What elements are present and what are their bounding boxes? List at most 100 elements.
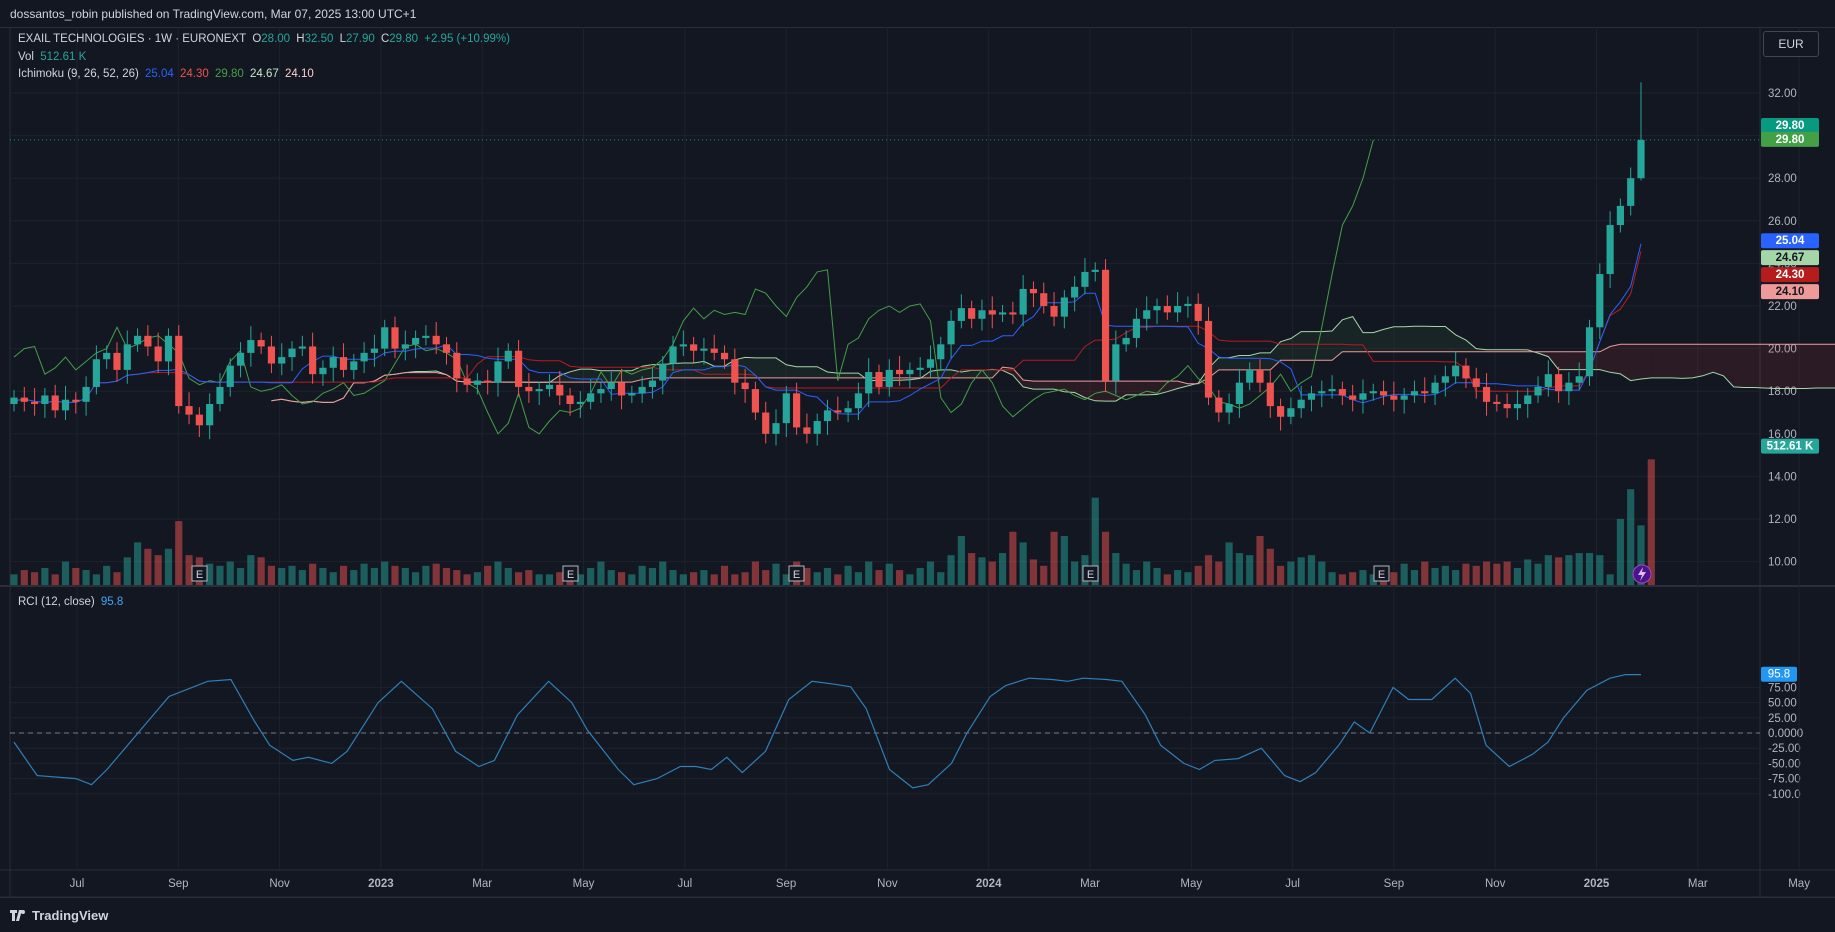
candle-body bbox=[1380, 391, 1387, 395]
ichimoku-cloud-segment bbox=[1425, 326, 1435, 352]
candle-body bbox=[1267, 383, 1274, 406]
rci-tick-label: 50.00 bbox=[1768, 698, 1797, 710]
volume-bar bbox=[628, 574, 635, 585]
low-value: 27.90 bbox=[346, 33, 375, 45]
change-value: +2.95 (+10.99%) bbox=[424, 33, 510, 45]
candle-body bbox=[1277, 406, 1284, 417]
candle-body bbox=[1081, 272, 1088, 287]
candle-body bbox=[433, 336, 440, 345]
candle-body bbox=[721, 353, 728, 359]
volume-bar bbox=[855, 572, 862, 585]
volume-bar bbox=[103, 566, 110, 585]
time-tick-label: 2023 bbox=[368, 878, 394, 890]
ichimoku-cloud-segment bbox=[1353, 317, 1363, 352]
volume-bar bbox=[536, 574, 543, 585]
candle-body bbox=[1349, 395, 1356, 399]
volume-bar bbox=[525, 570, 532, 585]
candle-body bbox=[1565, 383, 1572, 392]
candle-body bbox=[268, 346, 275, 363]
rci-legend[interactable]: RCI (12, close) 95.8 bbox=[18, 596, 126, 608]
candle-body bbox=[1256, 370, 1263, 383]
volume-bar bbox=[556, 572, 563, 585]
volume-bar bbox=[680, 574, 687, 585]
candle-body bbox=[1236, 383, 1243, 404]
volume-bar bbox=[1596, 555, 1603, 585]
volume-bar bbox=[1287, 562, 1294, 585]
candle-body bbox=[350, 361, 357, 370]
candle-body bbox=[742, 383, 749, 389]
ichi-spana-value: 24.67 bbox=[250, 68, 279, 80]
volume-legend[interactable]: Vol 512.61 K bbox=[18, 51, 89, 63]
volume-bar bbox=[1504, 562, 1511, 585]
volume-bar bbox=[669, 570, 676, 585]
candle-body bbox=[793, 393, 800, 427]
volume-bar bbox=[824, 568, 831, 585]
candle-body bbox=[1596, 274, 1603, 327]
ichimoku-cloud-segment bbox=[1600, 346, 1610, 372]
candle-body bbox=[845, 408, 852, 412]
candle-body bbox=[1514, 404, 1521, 408]
currency-button[interactable]: EUR bbox=[1763, 31, 1819, 57]
ichimoku-cloud-segment bbox=[1033, 381, 1043, 389]
volume-bar bbox=[1112, 553, 1119, 585]
price-label-text: 512.61 K bbox=[1767, 441, 1814, 453]
time-tick-label: May bbox=[1180, 878, 1202, 890]
earnings-marker: E bbox=[192, 566, 207, 581]
time-tick-label: Mar bbox=[1080, 878, 1100, 890]
volume-bar bbox=[1153, 568, 1160, 585]
high-value: 32.50 bbox=[305, 33, 334, 45]
time-tick-label: Jul bbox=[70, 878, 85, 890]
candle-body bbox=[639, 387, 646, 393]
volume-bar bbox=[1555, 557, 1562, 585]
candle-body bbox=[52, 395, 59, 410]
volume-bar bbox=[700, 570, 707, 585]
rci-tick-label: 25.00 bbox=[1768, 713, 1797, 725]
rci-tick-label: -100.0 bbox=[1768, 789, 1801, 801]
candle-body bbox=[278, 357, 285, 363]
candle-body bbox=[1205, 321, 1212, 398]
price-scale-label: 29.80 bbox=[1761, 132, 1819, 147]
candle-body bbox=[1153, 306, 1160, 310]
footer-bar: TradingView bbox=[0, 897, 1835, 932]
symbol-legend: EXAIL TECHNOLOGIES · 1W · EURONEXT O28.0… bbox=[18, 33, 513, 45]
symbol-title[interactable]: EXAIL TECHNOLOGIES · 1W · EURONEXT bbox=[18, 33, 246, 45]
price-tick-label: 12.00 bbox=[1768, 514, 1797, 526]
volume-bar bbox=[453, 570, 460, 585]
volume-bar bbox=[1236, 553, 1243, 585]
candle-body bbox=[1184, 304, 1191, 306]
volume-bar bbox=[1545, 555, 1552, 585]
volume-bar bbox=[1040, 566, 1047, 585]
candle-body bbox=[587, 393, 594, 402]
candle-body bbox=[1112, 344, 1119, 380]
volume-bar bbox=[1102, 532, 1109, 585]
tradingview-logo[interactable]: TradingView bbox=[10, 908, 108, 923]
time-tick-label: 2024 bbox=[976, 878, 1002, 890]
candle-body bbox=[288, 349, 295, 358]
candle-body bbox=[1452, 366, 1459, 377]
candle-body bbox=[824, 410, 831, 421]
volume-bar bbox=[83, 570, 90, 585]
candle-body bbox=[577, 402, 584, 404]
candle-body bbox=[1318, 391, 1325, 393]
ichimoku-legend[interactable]: Ichimoku (9, 26, 52, 26) 25.04 24.30 29.… bbox=[18, 68, 317, 80]
candle-body bbox=[1009, 312, 1016, 314]
candle-body bbox=[1359, 393, 1366, 399]
volume-bar bbox=[1318, 562, 1325, 585]
volume-bar bbox=[1267, 549, 1274, 585]
time-tick-label: Nov bbox=[877, 878, 898, 890]
ichimoku-cloud-segment bbox=[1569, 352, 1579, 370]
candle-body bbox=[536, 389, 543, 391]
candle-body bbox=[402, 344, 409, 348]
candle-body bbox=[762, 413, 769, 434]
candle-body bbox=[371, 349, 378, 353]
candle-body bbox=[1421, 391, 1428, 393]
candle-body bbox=[330, 357, 337, 368]
volume-bar bbox=[865, 562, 872, 585]
volume-bar bbox=[165, 549, 172, 585]
candle-body bbox=[391, 327, 398, 348]
volume-bar bbox=[319, 568, 326, 585]
volume-bar bbox=[1524, 559, 1531, 585]
time-tick-label: May bbox=[1788, 878, 1810, 890]
price-tick-label: 28.00 bbox=[1768, 173, 1797, 185]
